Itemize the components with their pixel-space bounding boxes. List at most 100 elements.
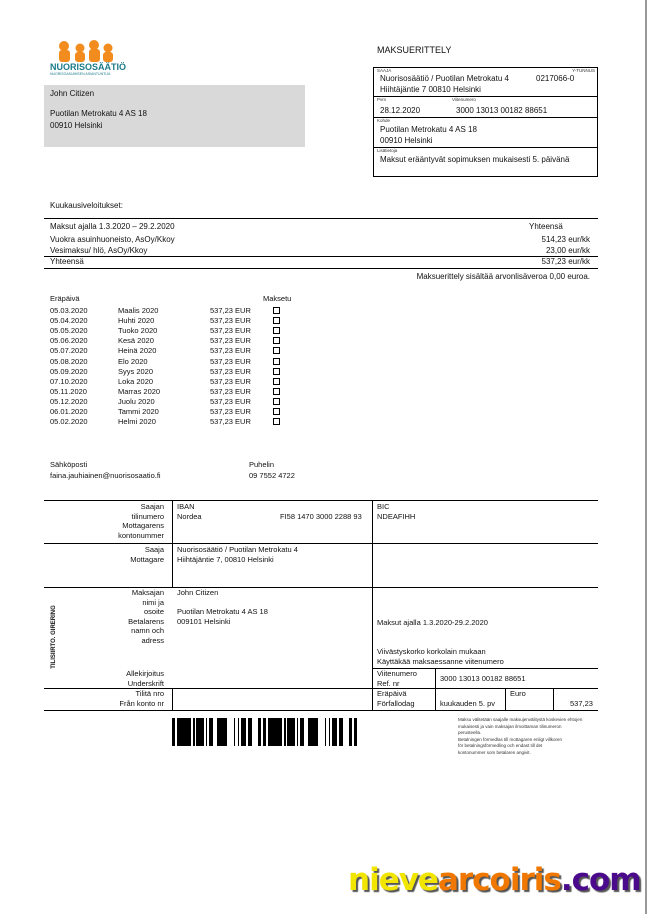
document-title: MAKSUERITTELY: [377, 45, 452, 55]
paid-checkbox[interactable]: [273, 337, 280, 345]
payer-name: John Citizen: [177, 588, 219, 597]
schedule-amount: 537,23 EUR: [210, 336, 251, 346]
barcode-bar: [189, 718, 191, 746]
barcode-bar: [220, 718, 223, 746]
schedule-date: 05.05.2020: [50, 326, 88, 336]
recipient-address-box: John Citizen Puotilan Metrokatu 4 AS 18 …: [44, 85, 305, 147]
paid-checkbox[interactable]: [273, 377, 280, 385]
barcode-bar: [199, 718, 201, 746]
fine-print: Maksu välitetään saajalle maksujenvälity…: [458, 717, 583, 755]
paid-checkbox[interactable]: [273, 387, 280, 395]
recipient-street: Puotilan Metrokatu 4 AS 18: [50, 109, 147, 118]
logo-tagline: NUORISOASUMISEN ASIANTUNTIJA: [50, 72, 111, 76]
schedule-month: Juolu 2020: [118, 396, 155, 406]
schedule-month: Heinä 2020: [118, 346, 157, 356]
logo-people-icon: [59, 40, 113, 62]
bic-label: BIC: [377, 502, 390, 511]
barcode-bar: [270, 718, 273, 746]
barcode-bar: [258, 718, 259, 746]
barcode-bar: [209, 718, 212, 746]
barcode-bar: [278, 718, 280, 746]
barcode-bar: [276, 718, 278, 746]
schedule-amount: 537,23 EUR: [210, 346, 251, 356]
schedule-amount: 537,23 EUR: [210, 356, 251, 366]
schedule-date: 05.08.2020: [50, 356, 88, 366]
paid-checkbox[interactable]: [273, 397, 280, 405]
payer-city: 009101 Helsinki: [177, 617, 231, 626]
euro-label: Euro: [510, 689, 526, 698]
barcode-bar: [177, 718, 179, 746]
schedule-amount: 537,23 EUR: [210, 396, 251, 406]
barcode-bar: [332, 718, 334, 746]
barcode-bar: [350, 718, 352, 746]
barcode-bar: [308, 718, 311, 746]
paid-checkbox[interactable]: [273, 357, 280, 365]
paid-checkbox[interactable]: [273, 307, 280, 314]
saaja-label: SAAJA: [377, 68, 392, 73]
paid-checkbox[interactable]: [273, 317, 280, 325]
due-label: Eräpäivä Förfallodag: [377, 689, 415, 708]
barcode-bar: [268, 718, 270, 746]
schedule-date: 05.04.2020: [50, 316, 88, 326]
paid-checkbox[interactable]: [273, 327, 280, 335]
iban-value: FI58 1470 3000 2288 93: [280, 512, 362, 521]
schedule-date: 05.02.2020: [50, 417, 88, 427]
barcode-bar: [249, 718, 252, 746]
barcode-bar: [349, 718, 350, 746]
schedule-month: Maalis 2020: [118, 306, 159, 315]
barcode-bar: [311, 718, 314, 746]
kohde-street: Puotilan Metrokatu 4 AS 18: [380, 125, 477, 134]
signature-field[interactable]: [173, 669, 371, 687]
bank-name: Nordea: [177, 512, 202, 521]
charges-total-value: 537,23 eur/kk: [541, 257, 590, 266]
schedule-month: Tuoko 2020: [118, 326, 158, 336]
logo-text: NUORISOSÄÄTIÖ: [50, 62, 127, 72]
barcode-bar: [303, 718, 304, 746]
account-label: Saajan tilinumero Mottagarens kontonummer: [118, 502, 164, 540]
schedule-month: Tammi 2020: [118, 407, 159, 416]
paid-checkbox[interactable]: [273, 367, 280, 375]
lisatietoja-label: Lisätietoja: [377, 148, 398, 153]
schedule-month: Loka 2020: [118, 376, 154, 386]
barcode-bar: [226, 718, 227, 746]
barcode-bar: [334, 718, 336, 746]
schedule-date: 05.11.2020: [50, 386, 87, 396]
interest-note: Viivästyskorko korkolain mukaan: [377, 647, 486, 656]
barcode-bar: [292, 718, 295, 746]
kohde-city: 00910 Helsinki: [380, 136, 433, 145]
barcode-bar: [179, 718, 182, 746]
charge-item-amount: 23,00 eur/kk: [545, 246, 590, 255]
schedule-amount: 537,23 EUR: [210, 326, 251, 336]
email-value[interactable]: faina.jauhiainen@nuorisosaatio.fi: [50, 471, 161, 480]
schedule-date: 05.12.2020: [50, 396, 88, 406]
charges-title: Kuukausiveloitukset:: [50, 201, 123, 210]
schedule-month: Marras 2020: [118, 386, 161, 396]
schedule-month: Kesä 2020: [118, 336, 154, 346]
slip-period: Maksut ajalla 1.3.2020-29.2.2020: [377, 618, 488, 627]
paid-checkbox[interactable]: [273, 418, 280, 426]
phone-label: Puhelin: [249, 460, 275, 469]
barcode-bar: [206, 718, 207, 746]
barcode-bar: [340, 718, 343, 746]
barcode-bar: [187, 718, 189, 746]
barcode-bar: [297, 718, 298, 746]
barcode-bar: [223, 718, 226, 746]
amount-value: 537,23: [570, 699, 593, 708]
schedule-amount: 537,23 EUR: [210, 306, 251, 315]
phone-value: 09 7552 4722: [249, 471, 295, 480]
paid-checkbox[interactable]: [273, 408, 280, 415]
barcode-bar: [285, 718, 286, 746]
paid-checkbox[interactable]: [273, 347, 280, 355]
ref-label: Viitenumero Ref. nr: [377, 669, 417, 688]
charges-period: Maksut ajalla 1.3.2020 – 29.2.2020: [50, 222, 175, 231]
barcode: [172, 718, 357, 746]
barcode-bar: [317, 718, 318, 746]
schedule-date: 06.01.2020: [50, 407, 88, 416]
barcode-bar: [287, 718, 290, 746]
kohde-label: Kohde: [377, 118, 391, 123]
header-info-box: SAAJA Y-TUNNUS Nuorisosäätiö / Puotilan …: [373, 67, 598, 177]
charges-total-label: Yhteensä: [50, 257, 84, 266]
schedule-month: Helmi 2020: [118, 417, 156, 427]
schedule-amount: 537,23 EUR: [210, 316, 251, 326]
